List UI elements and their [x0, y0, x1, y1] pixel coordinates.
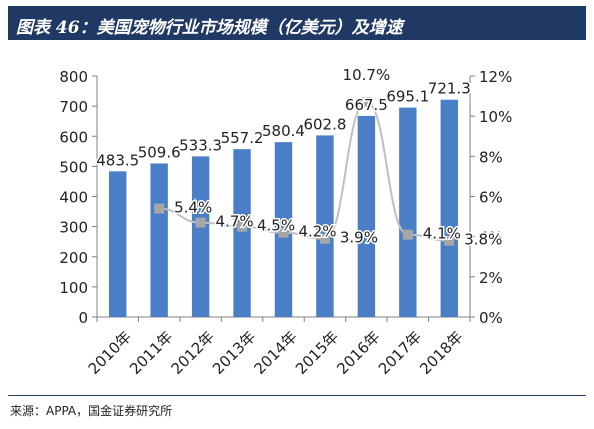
y-right-tick-label: 8%	[479, 148, 503, 166]
x-tick-label: 2012年	[168, 328, 218, 378]
x-tick-label: 2015年	[292, 328, 342, 378]
chart-area: 0 100 200 300 400 500 600 700 800 0% 2% 4% 6% 8% 10% 12…	[59, 65, 512, 378]
bar	[316, 135, 334, 317]
y-right-tick-label: 0%	[479, 309, 503, 327]
growth-value-label: 4.2%	[298, 223, 336, 241]
growth-marker	[278, 227, 289, 238]
bar-value-label: 721.3	[428, 80, 471, 98]
y-left-tick-label: 600	[59, 128, 88, 146]
bar	[357, 115, 376, 318]
divider	[8, 395, 586, 396]
bar-value-label: 695.1	[386, 88, 429, 106]
bar-value-label: 509.6	[138, 143, 181, 161]
y-left-tick-label: 700	[59, 98, 88, 116]
x-tick-label: 2013年	[209, 328, 259, 378]
x-tick-label: 2016年	[333, 328, 383, 378]
y-left-tick-label: 800	[59, 68, 88, 86]
y-right-tick-label: 4%	[479, 229, 503, 247]
x-tick-label: 2011年	[126, 328, 176, 378]
y-left-tick-label: 0	[78, 309, 88, 327]
growth-value-label: 4.1%	[423, 225, 461, 243]
growth-value-label: 4.5%	[257, 217, 295, 235]
y-left-tick-label: 100	[59, 279, 88, 297]
bar	[109, 171, 127, 317]
growth-value-label: 4.7%	[216, 213, 254, 231]
bar-value-label: 533.3	[179, 136, 222, 154]
y-left-tick-label: 300	[59, 219, 88, 237]
growth-value-label: 3.9%	[340, 229, 378, 247]
bar-value-label: 557.2	[221, 129, 264, 147]
bar	[191, 156, 210, 317]
bar	[150, 163, 168, 317]
growth-value-label: 10.7%	[343, 66, 391, 84]
growth-value-label: 3.8%	[464, 231, 502, 249]
bar-value-label: 602.8	[303, 115, 346, 133]
x-tick-label: 2018年	[416, 328, 466, 378]
y-right-tick-label: 12%	[479, 68, 512, 86]
bar	[233, 149, 251, 317]
growth-marker	[361, 97, 372, 108]
bar	[399, 107, 417, 317]
y-left-tick-label: 400	[59, 189, 88, 207]
bar-value-label: 483.5	[96, 151, 139, 169]
chart-title: 图表 46：美国宠物行业市场规模（亿美元）及增速	[16, 18, 403, 38]
bar	[440, 99, 458, 317]
growth-marker	[444, 235, 455, 246]
source-note: 来源：APPA，国金证券研究所	[10, 404, 173, 418]
y-right-tick-label: 6%	[479, 189, 503, 207]
bar-value-label: 580.4	[262, 122, 305, 140]
growth-value-label: 5.4%	[174, 199, 212, 217]
growth-marker	[237, 221, 248, 232]
y-left-tick-label: 500	[59, 158, 88, 176]
growth-marker	[402, 229, 413, 240]
chart-title-bar: 图表 46：美国宠物行业市场规模（亿美元）及增速	[8, 6, 586, 40]
growth-marker	[319, 233, 330, 244]
growth-marker	[195, 217, 206, 228]
x-tick-label: 2017年	[375, 328, 425, 378]
y-right-tick-label: 10%	[479, 108, 512, 126]
x-tick-label: 2014年	[250, 328, 300, 378]
x-tick-label: 2010年	[85, 328, 135, 378]
growth-marker	[154, 203, 165, 214]
y-left-tick-label: 200	[59, 249, 88, 267]
bar-value-label: 667.5	[345, 96, 388, 114]
y-right-tick-label: 2%	[479, 269, 503, 287]
